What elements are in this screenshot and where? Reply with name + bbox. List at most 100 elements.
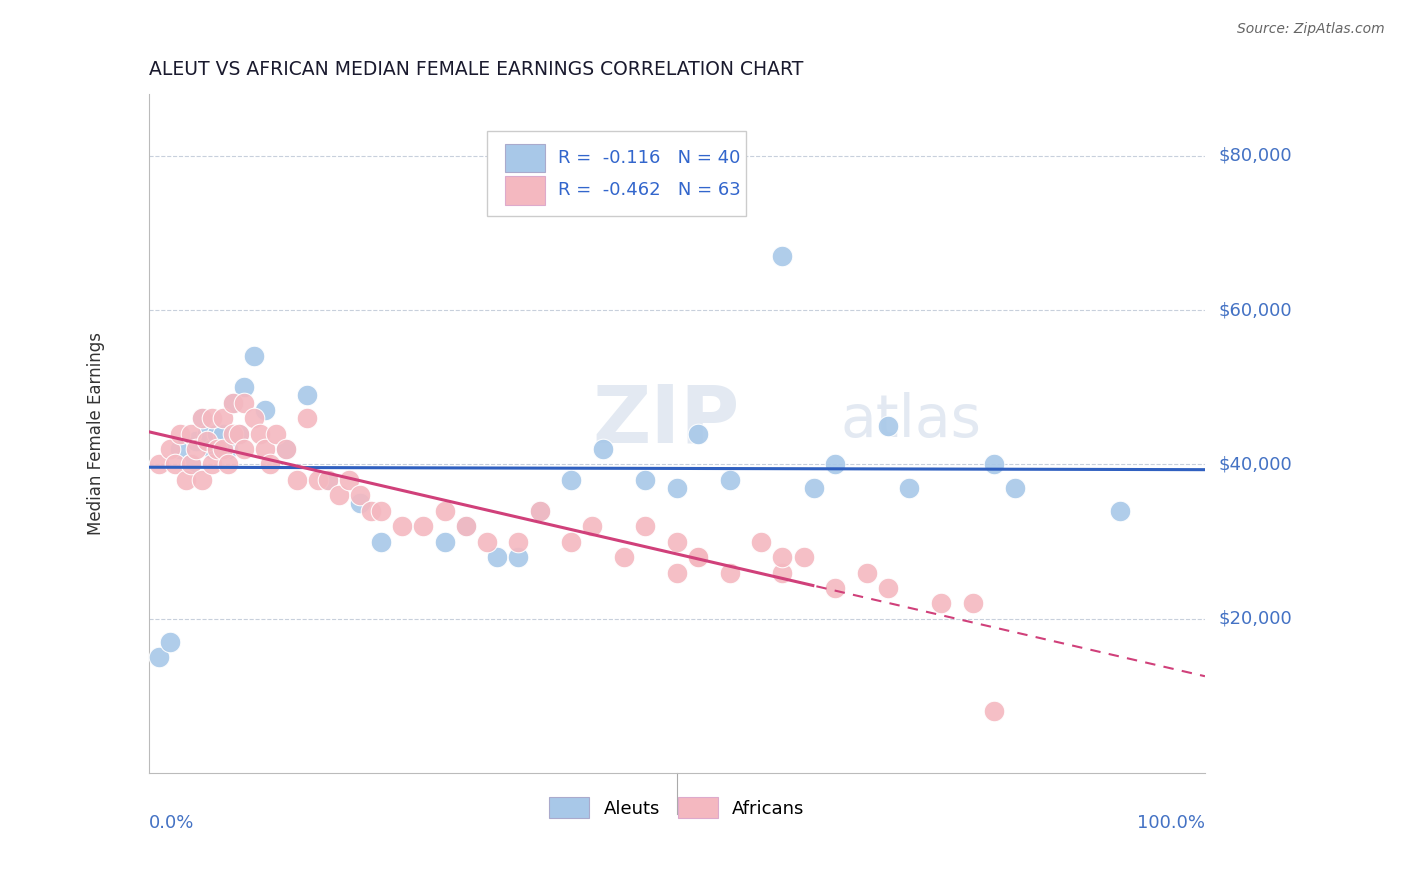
Point <box>877 581 900 595</box>
Point <box>243 411 266 425</box>
Point <box>454 519 477 533</box>
Point <box>560 473 582 487</box>
Point <box>772 249 794 263</box>
Point <box>253 403 276 417</box>
Point <box>751 534 773 549</box>
Point <box>180 426 202 441</box>
Point <box>222 396 245 410</box>
Point <box>222 396 245 410</box>
Point <box>529 504 551 518</box>
Point <box>983 458 1005 472</box>
Point <box>186 434 208 449</box>
Point <box>307 473 329 487</box>
Point <box>318 473 340 487</box>
Point <box>962 596 984 610</box>
Text: Source: ZipAtlas.com: Source: ZipAtlas.com <box>1237 22 1385 37</box>
FancyBboxPatch shape <box>486 131 745 216</box>
Point <box>195 434 218 449</box>
Point <box>772 550 794 565</box>
Point <box>475 534 498 549</box>
Point <box>165 458 187 472</box>
Point <box>249 426 271 441</box>
Point <box>508 534 530 549</box>
Point <box>370 534 392 549</box>
Text: Median Female Earnings: Median Female Earnings <box>87 332 105 535</box>
Point <box>243 350 266 364</box>
Point <box>665 481 688 495</box>
Point <box>201 458 224 472</box>
Point <box>190 411 212 425</box>
Point <box>634 473 657 487</box>
Point <box>318 473 340 487</box>
Point <box>349 496 371 510</box>
Point <box>983 705 1005 719</box>
Point <box>803 481 825 495</box>
Point <box>295 388 318 402</box>
Point <box>201 442 224 456</box>
Point <box>285 473 308 487</box>
Point <box>1004 481 1026 495</box>
Point <box>180 458 202 472</box>
Point <box>328 488 350 502</box>
Point <box>1109 504 1132 518</box>
Point <box>391 519 413 533</box>
Point <box>211 442 233 456</box>
Point <box>686 426 709 441</box>
Point <box>253 442 276 456</box>
Text: 0.0%: 0.0% <box>149 814 194 832</box>
Point <box>211 411 233 425</box>
Point <box>211 426 233 441</box>
Point <box>190 411 212 425</box>
Point <box>370 504 392 518</box>
Point <box>174 473 197 487</box>
Point <box>929 596 952 610</box>
Point <box>274 442 297 456</box>
Point <box>718 566 741 580</box>
Point <box>148 458 170 472</box>
Point <box>824 581 846 595</box>
Point <box>824 458 846 472</box>
Point <box>169 426 191 441</box>
Point <box>159 635 181 649</box>
Point <box>686 550 709 565</box>
Point <box>232 380 254 394</box>
Text: $80,000: $80,000 <box>1219 147 1292 165</box>
Point <box>433 534 456 549</box>
Point <box>856 566 879 580</box>
Point <box>349 488 371 502</box>
Point <box>665 534 688 549</box>
Point <box>718 473 741 487</box>
Point <box>486 550 509 565</box>
Point <box>169 442 191 456</box>
Point <box>508 550 530 565</box>
Point <box>592 442 614 456</box>
Text: 100.0%: 100.0% <box>1137 814 1205 832</box>
Point <box>186 442 208 456</box>
Point <box>148 650 170 665</box>
Point <box>793 550 815 565</box>
Legend: Aleuts, Africans: Aleuts, Africans <box>543 790 811 825</box>
Text: ZIP: ZIP <box>592 381 740 459</box>
Text: R =  -0.462   N = 63: R = -0.462 N = 63 <box>558 181 741 200</box>
Text: $20,000: $20,000 <box>1219 610 1292 628</box>
Point <box>222 426 245 441</box>
Point <box>613 550 636 565</box>
Point <box>898 481 921 495</box>
Point <box>560 534 582 549</box>
Point <box>634 519 657 533</box>
Point <box>232 442 254 456</box>
Point <box>180 458 202 472</box>
Point <box>412 519 434 533</box>
Point <box>207 426 229 441</box>
Point <box>228 426 250 441</box>
Point <box>217 442 239 456</box>
Point <box>665 566 688 580</box>
Point <box>190 473 212 487</box>
Point <box>529 504 551 518</box>
Point <box>686 550 709 565</box>
Point <box>433 504 456 518</box>
Point <box>207 442 229 456</box>
Text: ALEUT VS AFRICAN MEDIAN FEMALE EARNINGS CORRELATION CHART: ALEUT VS AFRICAN MEDIAN FEMALE EARNINGS … <box>149 60 803 78</box>
Point <box>454 519 477 533</box>
Point <box>360 504 382 518</box>
